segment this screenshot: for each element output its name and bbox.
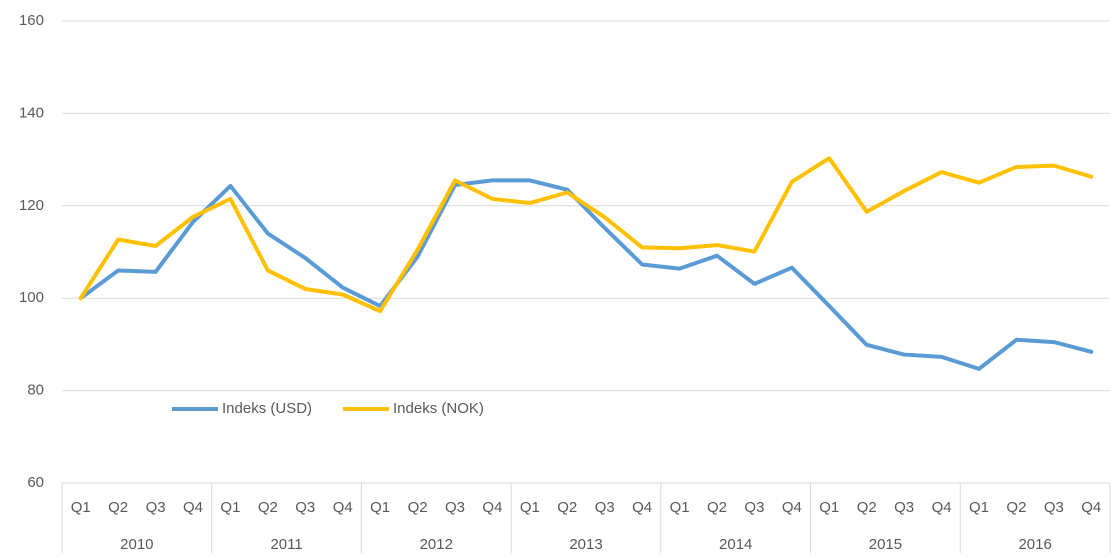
x-tick-label: Q3 [1044,499,1064,516]
x-group-label: 2011 [270,536,302,553]
x-tick-label: Q2 [258,499,278,516]
x-tick-label: Q2 [707,499,727,516]
y-tick-label: 120 [19,197,44,214]
x-tick-label: Q2 [108,499,128,516]
y-tick-label: 60 [27,474,44,491]
x-tick-label: Q4 [1081,499,1101,516]
x-tick-label: Q3 [595,499,615,516]
x-tick-label: Q4 [632,499,652,516]
x-group-label: 2016 [1018,536,1051,553]
x-tick-label: Q4 [183,499,203,516]
x-tick-label: Q2 [857,499,877,516]
x-tick-label: Q4 [482,499,502,516]
x-group-label: 2015 [869,536,902,553]
x-tick-label: Q2 [1006,499,1026,516]
y-tick-label: 140 [19,104,44,121]
legend-label: Indeks (USD) [222,400,312,417]
x-tick-label: Q1 [370,499,390,516]
x-tick-label: Q1 [71,499,91,516]
y-tick-label: 160 [19,12,44,29]
series-line [78,156,1094,314]
x-tick-label: Q4 [782,499,802,516]
x-tick-label: Q1 [220,499,240,516]
x-tick-label: Q1 [969,499,989,516]
x-tick-label: Q1 [819,499,839,516]
x-group-label: 2014 [719,536,752,553]
x-group-label: 2012 [420,536,453,553]
x-tick-label: Q1 [670,499,690,516]
x-group-label: 2010 [120,536,153,553]
x-tick-label: Q4 [333,499,353,516]
x-tick-label: Q3 [744,499,764,516]
x-tick-label: Q3 [146,499,166,516]
x-tick-label: Q2 [408,499,428,516]
x-tick-label: Q3 [894,499,914,516]
legend-label: Indeks (NOK) [393,400,484,417]
x-tick-label: Q4 [932,499,952,516]
x-group-label: 2013 [569,536,602,553]
y-tick-label: 100 [19,289,44,306]
x-tick-label: Q3 [295,499,315,516]
x-tick-label: Q1 [520,499,540,516]
series-line [78,178,1094,371]
x-tick-label: Q3 [445,499,465,516]
y-tick-label: 80 [27,382,44,399]
x-tick-label: Q2 [557,499,577,516]
